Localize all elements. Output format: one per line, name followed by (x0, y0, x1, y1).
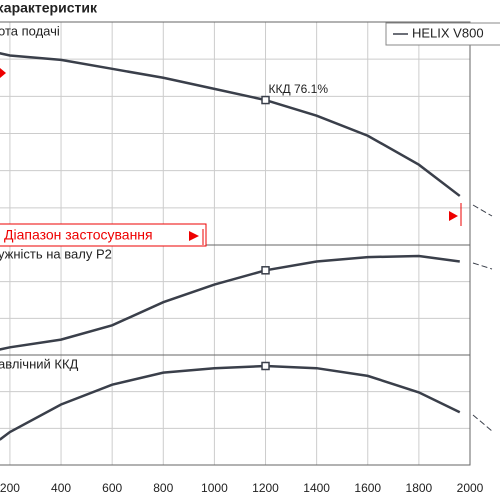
x-tick-label: 800 (153, 481, 173, 495)
operating-point (261, 361, 270, 371)
curve (0, 52, 461, 197)
panel-label: ота подачі (0, 23, 60, 38)
range-box (0, 223, 207, 247)
x-tick-label: 1600 (354, 481, 381, 495)
x-tick-label: 1400 (303, 481, 330, 495)
panel-frame (0, 244, 471, 356)
curve (0, 254, 460, 351)
x-tick-label: 1800 (406, 481, 433, 495)
panel-frame (0, 354, 471, 466)
x-tick-label: 1200 (252, 481, 279, 495)
extension (472, 204, 493, 217)
x-tick-label: 2000 (457, 481, 484, 495)
extension (472, 262, 493, 270)
x-tick-label: 600 (102, 481, 122, 495)
range-arrow (189, 231, 199, 241)
range-arrow (0, 68, 6, 78)
annotation: ККД 76.1% (269, 82, 329, 96)
legend-box (385, 22, 500, 46)
operating-point (261, 95, 270, 105)
range-arrow (449, 211, 458, 221)
operating-point (261, 266, 270, 275)
x-tick-label: 400 (51, 481, 71, 495)
chart-title: характеристик (0, 0, 98, 16)
range-label: Діапазон застосування (4, 227, 153, 243)
x-tick-label: 1000 (201, 481, 228, 495)
curve (0, 364, 461, 441)
x-tick-label: 200 (0, 481, 20, 495)
panel-label: авлічний ККД (0, 356, 79, 371)
panel-label: ужність на валу P2 (0, 246, 112, 261)
legend-label: HELIX V800 (412, 25, 484, 40)
extension (472, 414, 493, 432)
